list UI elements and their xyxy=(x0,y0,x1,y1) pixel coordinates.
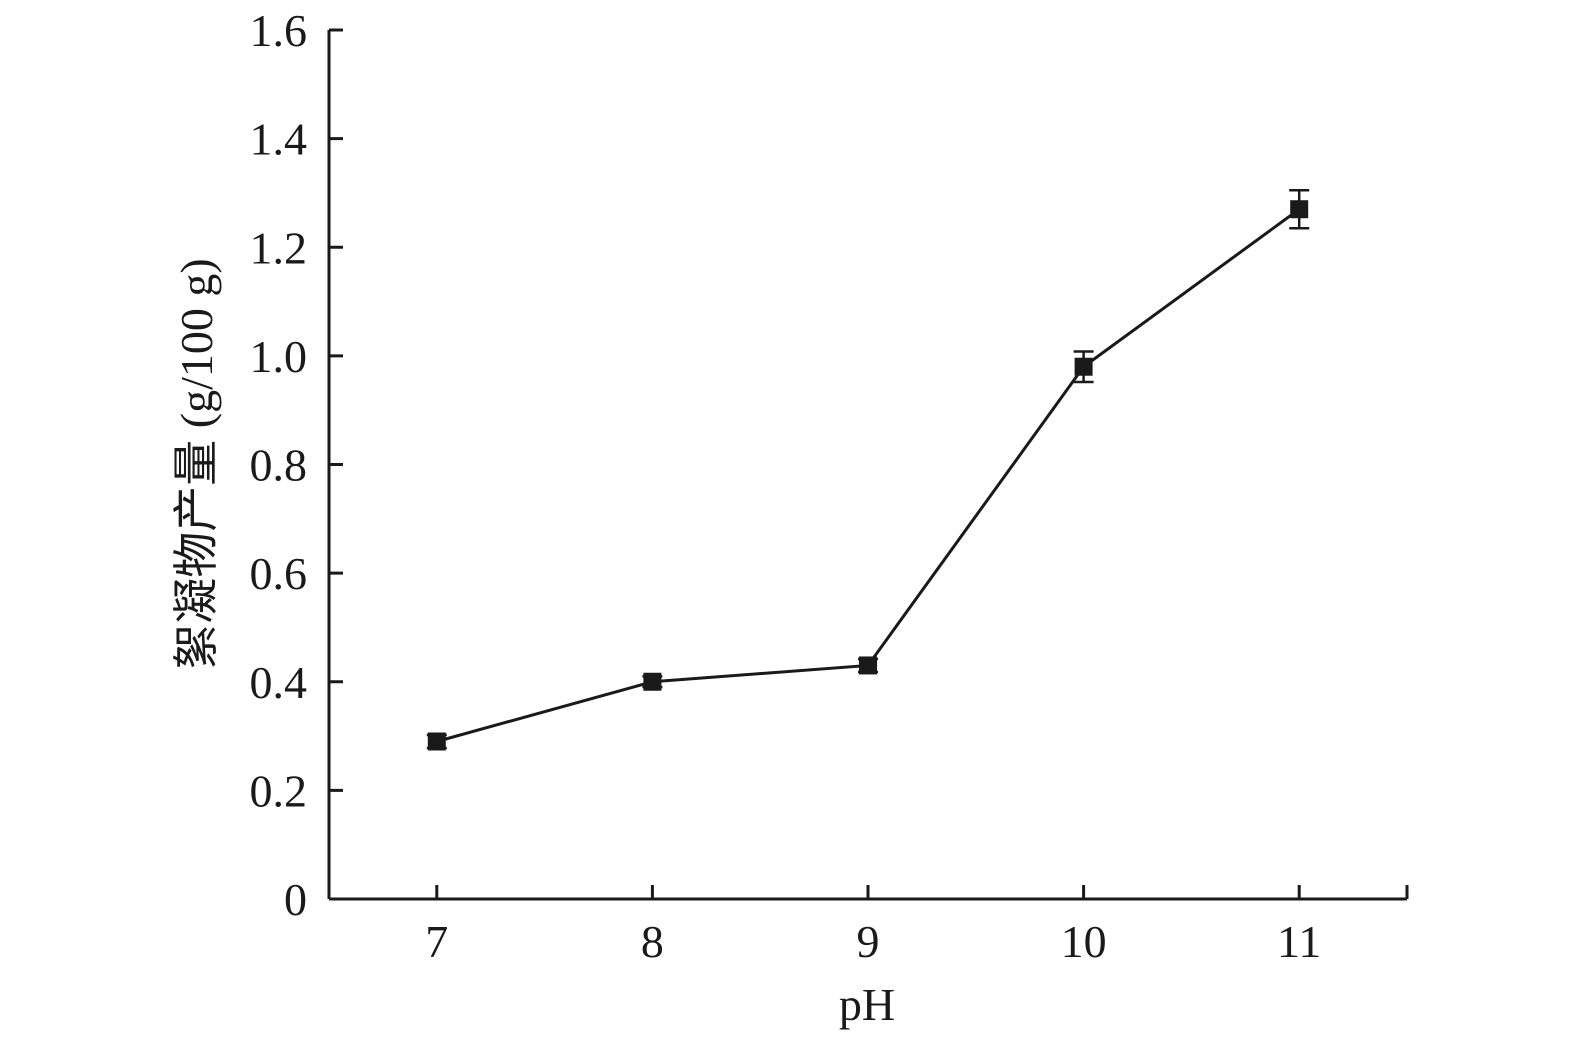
data-point xyxy=(859,656,877,675)
y-tick-label: 1.6 xyxy=(250,5,308,56)
x-tick-label: 11 xyxy=(1277,916,1321,967)
axes xyxy=(327,30,1409,901)
data-point xyxy=(643,672,662,691)
data-point xyxy=(427,732,446,751)
x-tick-label: 8 xyxy=(641,916,664,967)
y-tick-label: 0.6 xyxy=(250,548,308,599)
data-series xyxy=(426,188,1310,751)
y-tick-label: 0 xyxy=(284,874,307,925)
y-tick-label: 0.8 xyxy=(250,440,308,491)
x-tick-label: 7 xyxy=(425,916,448,967)
y-tick-label: 1.0 xyxy=(250,331,308,382)
x-axis-title: pH xyxy=(839,979,895,1030)
y-tick-label: 0.4 xyxy=(250,657,308,708)
y-axis-title: 絮凝物产量 (g/100 g) xyxy=(171,258,222,669)
y-ticks: 0 0.2 0.4 0.6 0.8 1.0 1.2 1.4 1.6 xyxy=(250,5,343,925)
y-tick-label: 1.4 xyxy=(250,114,308,165)
data-point xyxy=(1074,357,1093,376)
data-point xyxy=(1290,200,1309,219)
y-tick-label: 1.2 xyxy=(250,222,308,273)
x-ticks: 7 8 9 10 11 xyxy=(425,885,1321,967)
x-tick-label: 10 xyxy=(1061,916,1107,967)
x-tick-label: 9 xyxy=(857,916,880,967)
y-tick-label: 0.2 xyxy=(250,765,308,816)
